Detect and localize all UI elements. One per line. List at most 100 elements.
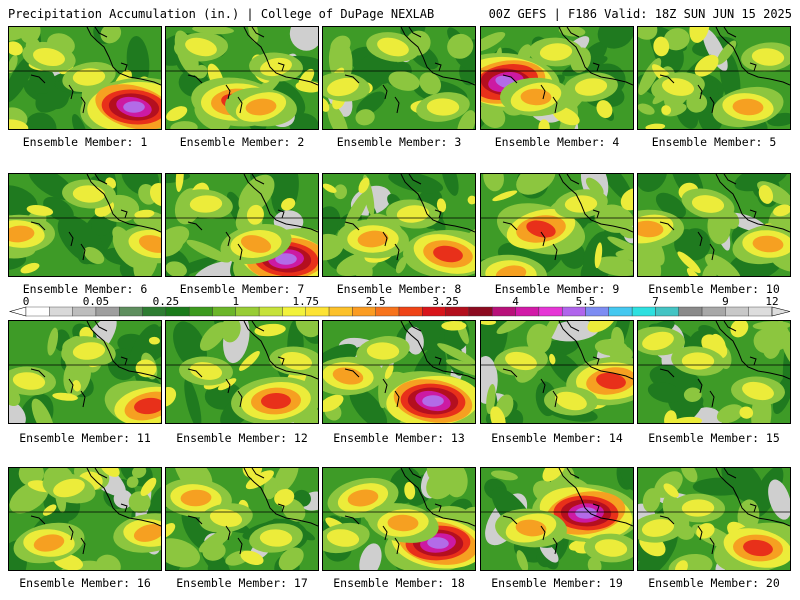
ensemble-member-label: Ensemble Member: 8 <box>336 282 462 296</box>
ensemble-member-label: Ensemble Member: 16 <box>19 576 151 590</box>
precip-field <box>323 468 475 570</box>
colorbar-tick-label: 12 <box>765 296 778 308</box>
ensemble-member-label: Ensemble Member: 7 <box>179 282 305 296</box>
map-title: Precipitation Accumulation (in.) | Colle… <box>8 7 435 21</box>
precip-field <box>166 468 318 570</box>
precip-field <box>9 468 161 570</box>
precip-field <box>323 27 475 129</box>
ensemble-member-label: Ensemble Member: 5 <box>651 135 777 149</box>
precip-field <box>481 321 633 423</box>
ensemble-map-panel <box>322 26 476 130</box>
colorbar-tick-label: 0 <box>23 296 30 308</box>
colorbar-swatch <box>282 306 306 317</box>
ensemble-member-label: Ensemble Member: 14 <box>491 431 623 445</box>
ensemble-map-panel <box>480 173 634 277</box>
ensemble-member-label: Ensemble Member: 3 <box>336 135 462 149</box>
colorbar-swatch <box>678 306 703 317</box>
precip-field <box>9 27 161 129</box>
colorbar-swatch <box>352 306 376 317</box>
colorbar-swatch <box>515 306 540 317</box>
colorbar-tick-label: 1 <box>233 296 240 308</box>
precip-field <box>166 27 318 129</box>
colorbar-swatch <box>748 306 773 317</box>
ensemble-member-label: Ensemble Member: 4 <box>494 135 620 149</box>
ensemble-member-label: Ensemble Member: 18 <box>333 576 465 590</box>
colorbar-swatch <box>188 306 213 317</box>
ensemble-member-label: Ensemble Member: 12 <box>176 431 308 445</box>
precip-field <box>9 174 161 276</box>
precip-field <box>166 174 318 276</box>
precip-field <box>481 468 633 570</box>
colorbar-tick-label: 0.25 <box>153 296 180 308</box>
ensemble-map-panel <box>637 320 791 424</box>
precip-field <box>323 321 475 423</box>
colorbar-swatch <box>725 306 749 317</box>
colorbar-swatch <box>561 306 586 317</box>
ensemble-map-panel <box>165 26 319 130</box>
colorbar-swatch <box>25 306 50 317</box>
run-valid-time: 00Z GEFS | F186 Valid: 18Z SUN JUN 15 20… <box>488 7 792 21</box>
colorbar-swatch <box>49 306 73 317</box>
colorbar-tick-label: 1.75 <box>293 296 320 308</box>
colorbar-swatch <box>608 306 633 317</box>
colorbar-swatch <box>631 306 656 317</box>
ensemble-map-panel <box>8 26 162 130</box>
colorbar-swatch <box>701 306 726 317</box>
ensemble-member-label: Ensemble Member: 6 <box>22 282 148 296</box>
colorbar-swatch <box>258 306 283 317</box>
ensemble-member-label: Ensemble Member: 13 <box>333 431 465 445</box>
precip-field <box>323 174 475 276</box>
ensemble-map-panel <box>322 173 476 277</box>
precip-field <box>166 321 318 423</box>
ensemble-member-label: Ensemble Member: 17 <box>176 576 308 590</box>
precip-field <box>638 468 790 570</box>
colorbar-tick-label: 7 <box>652 296 659 308</box>
colorbar-swatch <box>165 306 190 317</box>
colorbar-tick-label: 4 <box>512 296 519 308</box>
colorbar-swatch <box>492 306 516 317</box>
ensemble-map-panel <box>322 320 476 424</box>
colorbar-swatch <box>655 306 679 317</box>
colorbar-swatch <box>95 306 120 317</box>
colorbar-swatch <box>538 306 563 317</box>
ensemble-map-panel <box>8 173 162 277</box>
ensemble-map-panel <box>637 173 791 277</box>
precip-field <box>638 321 790 423</box>
colorbar-swatch <box>212 306 237 317</box>
colorbar-swatch <box>445 306 470 317</box>
ensemble-map-panel <box>165 467 319 571</box>
colorbar-swatch <box>375 306 400 317</box>
colorbar-swatch <box>119 306 143 317</box>
colorbar-tick-label: 0.05 <box>83 296 110 308</box>
colorbar-tick-label: 2.5 <box>366 296 386 308</box>
ensemble-map-panel <box>480 26 634 130</box>
ensemble-map-panel <box>8 467 162 571</box>
colorbar-min-arrow <box>8 306 27 317</box>
colorbar-swatch <box>468 306 493 317</box>
ensemble-map-panel <box>322 467 476 571</box>
colorbar-swatch <box>328 306 353 317</box>
ensemble-member-label: Ensemble Member: 20 <box>648 576 780 590</box>
ensemble-member-label: Ensemble Member: 11 <box>19 431 151 445</box>
ensemble-map-panel <box>8 320 162 424</box>
colorbar-swatch <box>72 306 97 317</box>
ensemble-map-panel <box>165 320 319 424</box>
ensemble-member-label: Ensemble Member: 19 <box>491 576 623 590</box>
precip-field <box>481 174 633 276</box>
ensemble-member-label: Ensemble Member: 1 <box>22 135 148 149</box>
colorbar-swatch <box>585 306 610 317</box>
ensemble-member-label: Ensemble Member: 2 <box>179 135 305 149</box>
precip-field <box>638 174 790 276</box>
ensemble-map-panel <box>480 467 634 571</box>
colorbar-swatch <box>305 306 330 317</box>
precip-colorbar: 0 0.05 0.25 1 1.75 2.5 3.25 4 5.5 7 9 12 <box>8 296 791 317</box>
ensemble-member-label: Ensemble Member: 10 <box>648 282 780 296</box>
colorbar-swatch <box>235 306 260 317</box>
colorbar-tick-label: 3.25 <box>432 296 459 308</box>
precip-field <box>481 27 633 129</box>
ensemble-member-label: Ensemble Member: 15 <box>648 431 780 445</box>
precip-field <box>9 321 161 423</box>
ensemble-map-panel <box>637 467 791 571</box>
ensemble-map-panel <box>165 173 319 277</box>
colorbar-swatch <box>398 306 423 317</box>
